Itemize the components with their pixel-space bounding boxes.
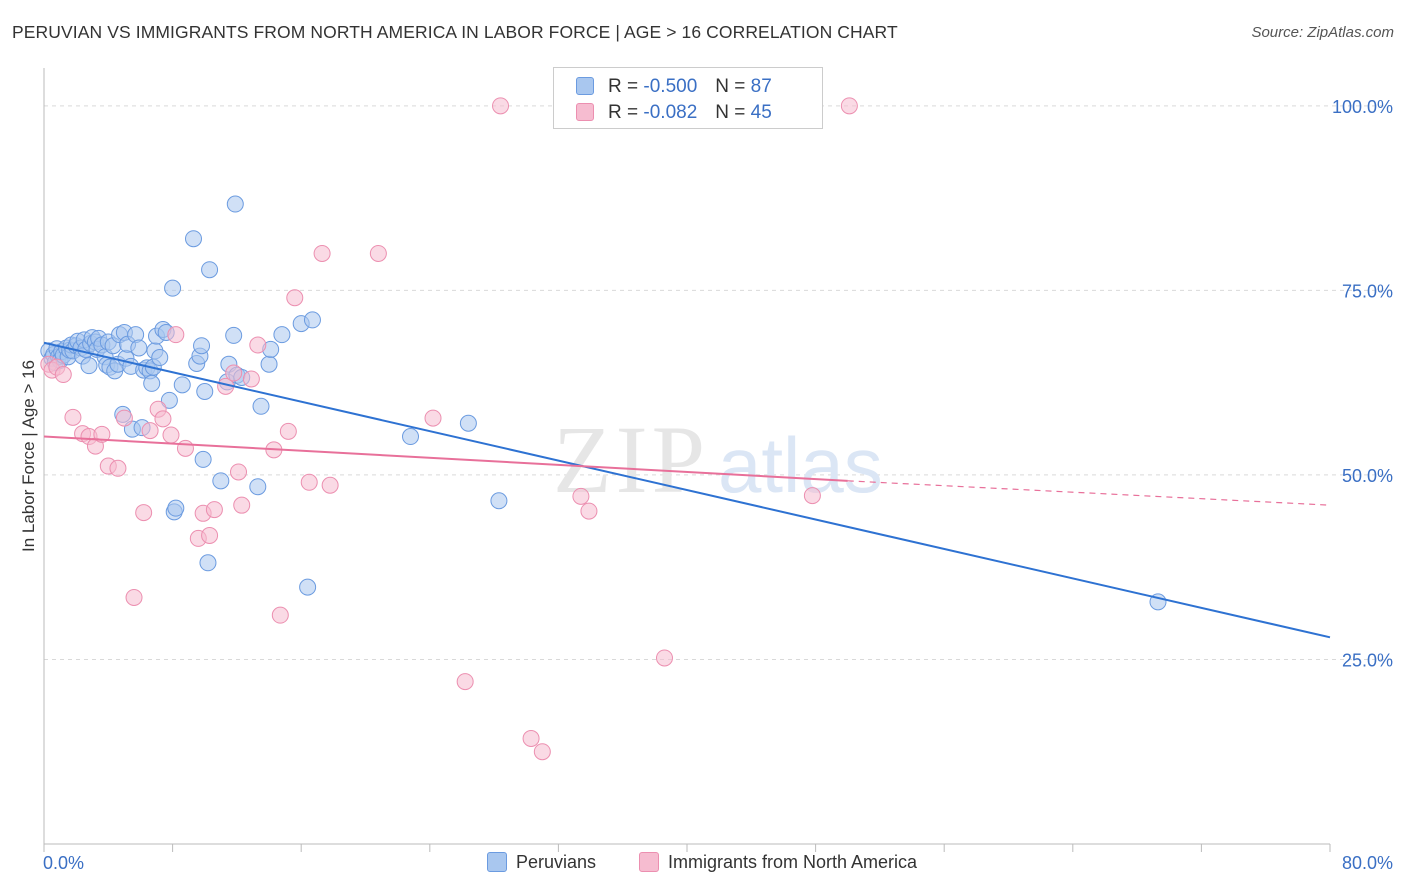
point-immigrants [249, 336, 267, 354]
n-value-immigrants: 45 [750, 102, 772, 123]
legend-item-immigrants[interactable]: Immigrants from North America [639, 852, 917, 873]
point-immigrants [176, 439, 194, 457]
point-immigrants [233, 496, 251, 514]
point-immigrants [580, 502, 598, 520]
point-peruvians [490, 492, 508, 510]
y-axis-label: In Labor Force | Age > 16 [19, 360, 38, 552]
y-tick-label: 75.0% [1342, 281, 1393, 301]
axes [43, 68, 1331, 852]
point-immigrants [167, 326, 185, 344]
point-immigrants [135, 504, 153, 522]
legend-swatch-pink [576, 103, 594, 121]
point-immigrants [141, 422, 159, 440]
chart-title: PERUVIAN VS IMMIGRANTS FROM NORTH AMERIC… [12, 22, 898, 42]
series-immigrants [40, 97, 858, 761]
point-peruvians [143, 374, 161, 392]
point-peruvians [151, 349, 169, 367]
point-peruvians [164, 279, 182, 297]
series-peruvians [40, 195, 1167, 611]
point-immigrants [456, 673, 474, 691]
r-value-immigrants: -0.082 [643, 102, 698, 123]
point-immigrants [840, 97, 858, 115]
point-immigrants [201, 526, 219, 544]
point-immigrants [242, 370, 260, 388]
point-immigrants [424, 409, 442, 427]
point-immigrants [803, 487, 821, 505]
legend-row-peruvians: R = -0.500 N = 87 [576, 76, 772, 100]
point-peruvians [167, 499, 185, 517]
point-immigrants [655, 649, 673, 667]
point-immigrants [64, 408, 82, 426]
point-immigrants [286, 289, 304, 307]
point-immigrants [369, 244, 387, 262]
y-tick-label: 25.0% [1342, 650, 1393, 670]
point-immigrants [572, 487, 590, 505]
trend-line-immigrants [43, 435, 848, 482]
point-peruvians [249, 478, 267, 496]
point-peruvians [226, 195, 244, 213]
point-immigrants [271, 606, 289, 624]
trend-line-peruvians [43, 341, 1331, 639]
point-immigrants [533, 743, 551, 761]
point-peruvians [184, 230, 202, 248]
point-immigrants [115, 409, 133, 427]
legend-swatch-blue [576, 77, 594, 95]
watermark-atlas: atlas [718, 421, 883, 509]
point-immigrants [225, 364, 243, 382]
y-tick-labels: 25.0% 50.0% 75.0% 100.0% [1332, 97, 1393, 671]
point-peruvians [201, 261, 219, 279]
y-tick-label: 50.0% [1342, 466, 1393, 486]
point-immigrants [154, 410, 172, 428]
point-peruvians [402, 428, 420, 446]
y-tick-label: 100.0% [1332, 97, 1393, 117]
r-value-peruvians: -0.500 [643, 76, 698, 97]
legend-swatch-immigrants [639, 852, 659, 872]
point-peruvians [260, 355, 278, 373]
point-peruvians [130, 339, 148, 357]
point-immigrants [205, 501, 223, 519]
source-label: Source: ZipAtlas.com [1251, 24, 1394, 41]
point-peruvians [299, 578, 317, 596]
point-peruvians [199, 554, 217, 572]
correlation-legend: R = -0.500 N = 87 R = -0.082 N = 45 [553, 67, 823, 129]
point-immigrants [125, 588, 143, 606]
legend-item-peruvians[interactable]: Peruvians [487, 852, 596, 873]
point-peruvians [194, 450, 212, 468]
watermark: ZIP atlas [553, 406, 883, 513]
point-immigrants [522, 729, 540, 747]
point-peruvians [252, 397, 270, 415]
point-immigrants [300, 473, 318, 491]
point-peruvians [196, 383, 214, 401]
point-peruvians [212, 472, 230, 490]
point-peruvians [80, 357, 98, 375]
legend-row-immigrants: R = -0.082 N = 45 [576, 102, 772, 126]
point-peruvians [303, 311, 321, 329]
point-immigrants [492, 97, 510, 115]
point-peruvians [225, 326, 243, 344]
point-immigrants [230, 463, 248, 481]
n-value-peruvians: 87 [750, 76, 772, 97]
point-peruvians [273, 326, 291, 344]
series-legend: Peruvians Immigrants from North America [0, 852, 1406, 878]
point-immigrants [162, 426, 180, 444]
point-peruvians [160, 391, 178, 409]
point-immigrants [321, 476, 339, 494]
point-peruvians [193, 337, 211, 355]
point-immigrants [313, 244, 331, 262]
point-immigrants [109, 459, 127, 477]
x-tick-label-min: 0.0% [43, 853, 84, 873]
trend-line-immigrants-extension [847, 480, 1331, 506]
point-immigrants [93, 425, 111, 443]
point-peruvians [173, 376, 191, 394]
trend-lines [43, 341, 1331, 639]
legend-swatch-peruvians [487, 852, 507, 872]
point-immigrants [54, 366, 72, 384]
point-peruvians [459, 414, 477, 432]
x-tick-label-max: 80.0% [1342, 853, 1393, 873]
point-immigrants [279, 422, 297, 440]
